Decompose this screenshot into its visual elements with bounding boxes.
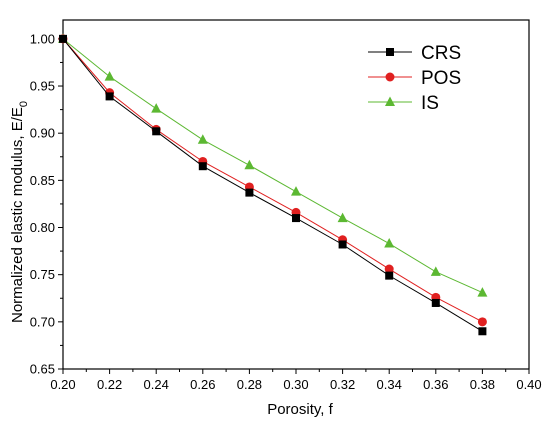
x-tick-label: 0.22 bbox=[97, 377, 122, 392]
y-tick-label: 0.85 bbox=[30, 173, 55, 188]
x-tick-label: 0.24 bbox=[144, 377, 169, 392]
legend-marker-crs bbox=[386, 48, 394, 56]
y-axis-label-subscript: 0 bbox=[18, 101, 30, 107]
data-point-pos bbox=[384, 264, 394, 274]
data-point-is bbox=[430, 266, 441, 276]
data-point-crs bbox=[105, 92, 114, 101]
data-point-crs bbox=[385, 271, 394, 280]
data-point-is bbox=[337, 212, 348, 223]
data-point-is bbox=[291, 186, 301, 196]
x-axis-label: Porosity, f bbox=[267, 401, 333, 418]
x-tick-label: 0.28 bbox=[237, 377, 262, 392]
x-tick-label: 0.40 bbox=[516, 377, 541, 392]
data-point-crs bbox=[338, 240, 347, 249]
data-point-crs bbox=[478, 327, 487, 336]
data-point-is bbox=[104, 71, 115, 81]
legend-label-crs: CRS bbox=[421, 43, 461, 64]
data-point-crs bbox=[59, 34, 67, 43]
data-point-is bbox=[151, 103, 162, 113]
data-point-is bbox=[477, 287, 488, 297]
x-tick-label: 0.20 bbox=[50, 377, 75, 392]
data-point-pos bbox=[477, 317, 487, 327]
x-tick-label: 0.36 bbox=[423, 377, 448, 392]
y-axis-label: Normalized elastic modulus, E/E0 bbox=[9, 101, 30, 323]
data-point-crs bbox=[292, 214, 300, 223]
y-tick-label: 0.80 bbox=[30, 220, 55, 235]
data-point-is bbox=[244, 159, 255, 170]
x-tick-label: 0.30 bbox=[283, 377, 308, 392]
y-tick-label: 0.95 bbox=[30, 79, 55, 94]
x-tick-label: 0.26 bbox=[190, 377, 215, 392]
y-tick-label: 1.00 bbox=[30, 31, 55, 46]
x-tick-label: 0.34 bbox=[377, 377, 402, 392]
data-point-crs bbox=[431, 298, 440, 307]
legend-label-is: IS bbox=[421, 93, 439, 114]
y-tick-label: 0.65 bbox=[30, 362, 55, 377]
legend-label-pos: POS bbox=[421, 68, 461, 89]
y-axis-label-main: Normalized elastic modulus, E/E bbox=[9, 107, 26, 323]
data-point-is bbox=[384, 238, 395, 248]
legend-marker-pos bbox=[385, 72, 395, 82]
y-tick-label: 0.75 bbox=[30, 267, 55, 282]
data-point-crs bbox=[152, 127, 161, 136]
svg-text:Normalized elastic modulus, E/: Normalized elastic modulus, E/E0 bbox=[9, 101, 30, 323]
data-point-crs bbox=[245, 188, 254, 197]
x-tick-label: 0.32 bbox=[330, 377, 355, 392]
legend-marker-is bbox=[385, 96, 395, 106]
x-tick-label: 0.38 bbox=[470, 377, 495, 392]
data-point-is bbox=[197, 134, 208, 144]
y-tick-label: 0.90 bbox=[30, 126, 55, 141]
series-line-is bbox=[62, 38, 483, 294]
series-line-pos bbox=[62, 38, 483, 323]
y-tick-label: 0.70 bbox=[30, 314, 55, 329]
series-line-crs bbox=[62, 38, 483, 332]
data-point-crs bbox=[198, 162, 207, 171]
